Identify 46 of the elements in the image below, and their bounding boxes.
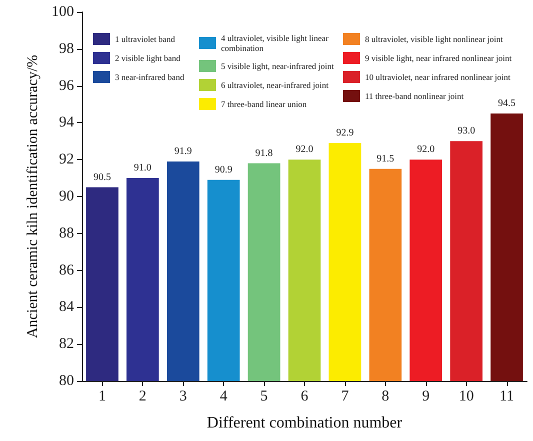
y-tick-label: 88 bbox=[59, 225, 74, 242]
x-tick-label: 8 bbox=[382, 388, 390, 404]
y-tick-label: 84 bbox=[59, 299, 74, 316]
data-label: 94.5 bbox=[498, 98, 516, 109]
y-tick-label: 96 bbox=[59, 78, 74, 94]
legend-label: 11 three-band nonlinear joint bbox=[365, 91, 464, 101]
data-label: 93.0 bbox=[458, 126, 476, 137]
y-tick-label: 92 bbox=[59, 152, 74, 168]
x-tick-label: 3 bbox=[179, 388, 187, 404]
y-tick-label: 90 bbox=[59, 188, 74, 204]
legend-label: 8 ultraviolet, visible light nonlinear joint bbox=[365, 34, 504, 44]
legend-label: 3 near-infrared band bbox=[115, 72, 185, 82]
legend-label: 5 visible light, near-infrared joint bbox=[221, 61, 335, 71]
x-tick-label: 6 bbox=[300, 388, 309, 404]
legend-label: 10 ultraviolet, near infrared nonlinear joint bbox=[365, 72, 512, 82]
legend-label: 6 ultraviolet, near-infrared joint bbox=[221, 80, 330, 90]
y-tick-label: 94 bbox=[59, 114, 74, 131]
y-axis-title: Ancient ceramic kiln identification accuracy/% bbox=[25, 54, 42, 338]
data-label: 90.5 bbox=[93, 172, 111, 183]
y-tick-label: 100 bbox=[52, 4, 74, 20]
data-label: 91.8 bbox=[255, 148, 273, 159]
x-tick-label: 11 bbox=[500, 388, 514, 404]
x-tick-label: 9 bbox=[422, 388, 430, 404]
x-tick-label: 5 bbox=[260, 388, 268, 404]
y-tick-label: 98 bbox=[59, 40, 74, 57]
legend-label: 9 visible light, near infrared nonlinear joint bbox=[365, 53, 512, 63]
x-axis-title: Different combination number bbox=[206, 414, 403, 432]
data-label: 92.0 bbox=[296, 144, 314, 156]
y-tick-label: 80 bbox=[59, 373, 74, 389]
data-label: 91.0 bbox=[134, 162, 152, 174]
x-tick-label: 7 bbox=[341, 388, 350, 404]
legend-label: 4 ultraviolet, visible light linear combination bbox=[221, 33, 331, 53]
data-label: 92.0 bbox=[417, 144, 435, 156]
data-label: 91.9 bbox=[174, 146, 192, 157]
x-tick-label: 4 bbox=[220, 388, 228, 404]
legend-label: 7 three-band linear union bbox=[221, 99, 308, 109]
legend-label: 2 visible light band bbox=[115, 53, 182, 63]
x-tick-label: 10 bbox=[458, 388, 474, 404]
y-tick-label: 82 bbox=[59, 336, 74, 352]
legend-label: 1 ultraviolet band bbox=[115, 34, 176, 44]
data-label: 92.9 bbox=[336, 127, 354, 138]
data-label: 91.5 bbox=[376, 153, 394, 164]
x-tick-label: 2 bbox=[138, 388, 146, 404]
y-tick-label: 86 bbox=[59, 262, 74, 278]
data-label: 90.9 bbox=[214, 164, 232, 176]
x-tick-label: 1 bbox=[98, 388, 106, 404]
